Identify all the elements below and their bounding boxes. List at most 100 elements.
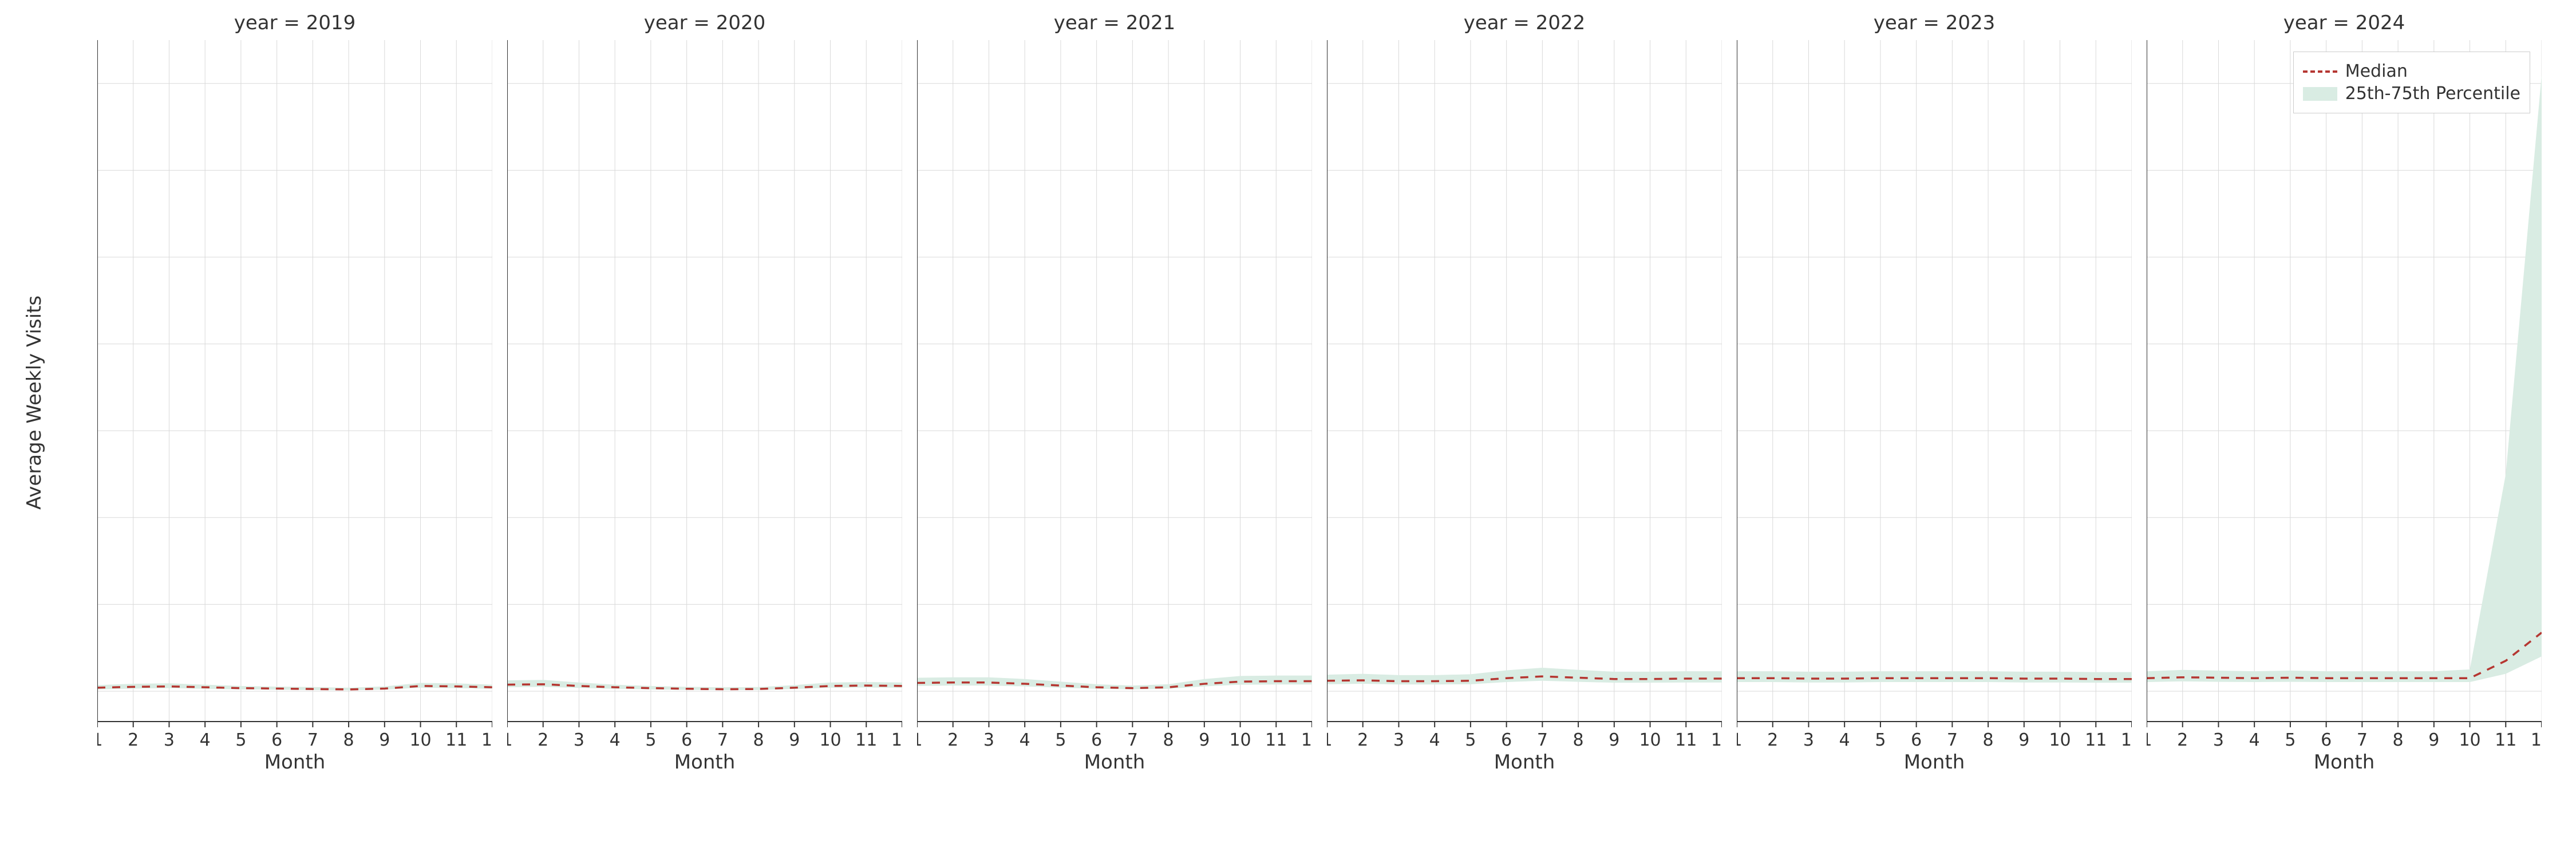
x-axis-label: Month <box>2314 751 2375 773</box>
x-tick-label: 8 <box>343 730 354 750</box>
x-tick-label: 8 <box>753 730 764 750</box>
x-tick-label: 9 <box>1609 730 1619 750</box>
x-tick-label: 3 <box>1393 730 1404 750</box>
x-tick-label: 7 <box>1947 730 1958 750</box>
x-axis-label: Month <box>1494 751 1555 773</box>
panel-svg: 123456789101112Month02000400060008000100… <box>97 40 492 773</box>
panel-title: year = 2019 <box>97 11 492 34</box>
x-tick-label: 2 <box>1767 730 1778 750</box>
x-axis-label: Month <box>1084 751 1145 773</box>
x-tick-label: 12 <box>2121 730 2132 750</box>
x-tick-label: 2 <box>538 730 548 750</box>
panel-svg: 123456789101112Month <box>1737 40 2132 773</box>
panel-svg: 123456789101112Month <box>917 40 1312 773</box>
x-tick-label: 11 <box>2085 730 2107 750</box>
x-tick-label: 12 <box>481 730 492 750</box>
x-tick-label: 6 <box>1911 730 1922 750</box>
x-tick-label: 5 <box>235 730 246 750</box>
x-tick-label: 4 <box>1020 730 1030 750</box>
panel-1: year = 2020123456789101112Month <box>507 40 902 773</box>
x-tick-label: 10 <box>2459 730 2480 750</box>
panel-svg: 123456789101112Month <box>2147 40 2542 773</box>
x-axis-label: Month <box>264 751 326 773</box>
panel-title: year = 2024 <box>2147 11 2542 34</box>
x-tick-label: 8 <box>1983 730 1994 750</box>
x-tick-label: 1 <box>97 730 103 750</box>
x-tick-label: 3 <box>1803 730 1814 750</box>
x-tick-label: 5 <box>1055 730 1066 750</box>
x-tick-label: 5 <box>1465 730 1476 750</box>
x-tick-label: 8 <box>1573 730 1584 750</box>
x-tick-label: 1 <box>1737 730 1743 750</box>
legend-entry: 25th-75th Percentile <box>2303 84 2520 104</box>
x-tick-label: 9 <box>789 730 800 750</box>
panel-title: year = 2023 <box>1737 11 2132 34</box>
x-tick-label: 11 <box>445 730 467 750</box>
x-tick-label: 11 <box>2495 730 2516 750</box>
x-tick-label: 4 <box>1839 730 1850 750</box>
x-tick-label: 9 <box>2428 730 2439 750</box>
x-tick-label: 10 <box>2049 730 2071 750</box>
x-tick-label: 10 <box>819 730 841 750</box>
x-tick-label: 2 <box>128 730 139 750</box>
y-axis-label: Average Weekly Visits <box>23 295 46 510</box>
x-tick-label: 1 <box>917 730 923 750</box>
x-tick-label: 8 <box>1163 730 1174 750</box>
panel-title: year = 2020 <box>507 11 902 34</box>
x-tick-label: 7 <box>2357 730 2368 750</box>
x-tick-label: 7 <box>307 730 318 750</box>
percentile-band <box>1737 671 2132 683</box>
x-tick-label: 3 <box>164 730 175 750</box>
panel-5: year = 2024Median25th-75th Percentile123… <box>2147 40 2542 773</box>
legend: Median 25th-75th Percentile <box>2293 52 2530 113</box>
panel-svg: 123456789101112Month <box>507 40 902 773</box>
x-tick-label: 6 <box>1501 730 1512 750</box>
x-tick-label: 6 <box>681 730 692 750</box>
legend-line-icon <box>2303 65 2337 78</box>
x-axis-label: Month <box>674 751 736 773</box>
panel-0: year = 2019123456789101112Month020004000… <box>97 40 492 773</box>
percentile-band <box>1327 668 1722 684</box>
x-tick-label: 9 <box>1199 730 1210 750</box>
percentile-band <box>2147 75 2542 682</box>
x-tick-label: 12 <box>2531 730 2542 750</box>
x-tick-label: 9 <box>379 730 390 750</box>
x-tick-label: 6 <box>271 730 282 750</box>
x-tick-label: 4 <box>200 730 211 750</box>
panel-title: year = 2021 <box>917 11 1312 34</box>
x-tick-label: 1 <box>1327 730 1333 750</box>
legend-entry: Median <box>2303 61 2520 81</box>
x-tick-label: 12 <box>891 730 902 750</box>
legend-band-icon <box>2303 87 2337 101</box>
panel-3: year = 2022123456789101112Month <box>1327 40 1722 773</box>
x-tick-label: 5 <box>645 730 656 750</box>
x-tick-label: 11 <box>1675 730 1697 750</box>
x-tick-label: 2 <box>947 730 958 750</box>
x-tick-label: 4 <box>2249 730 2260 750</box>
x-tick-label: 2 <box>1357 730 1368 750</box>
x-tick-label: 1 <box>2147 730 2152 750</box>
x-tick-label: 6 <box>1091 730 1102 750</box>
x-tick-label: 7 <box>717 730 728 750</box>
x-tick-label: 11 <box>1265 730 1287 750</box>
panel-svg: 123456789101112Month <box>1327 40 1722 773</box>
x-tick-label: 3 <box>2213 730 2224 750</box>
panel-title: year = 2022 <box>1327 11 1722 34</box>
x-tick-label: 10 <box>409 730 431 750</box>
x-tick-label: 7 <box>1127 730 1138 750</box>
x-tick-label: 3 <box>574 730 584 750</box>
legend-label: Median <box>2345 61 2408 81</box>
panel-4: year = 2023123456789101112Month <box>1737 40 2132 773</box>
x-tick-label: 10 <box>1229 730 1251 750</box>
x-tick-label: 10 <box>1639 730 1661 750</box>
x-tick-label: 4 <box>610 730 621 750</box>
x-tick-label: 3 <box>983 730 994 750</box>
x-tick-label: 6 <box>2321 730 2332 750</box>
x-tick-label: 11 <box>855 730 877 750</box>
x-tick-label: 4 <box>1429 730 1440 750</box>
x-tick-label: 2 <box>2177 730 2188 750</box>
figure: Average Weekly Visits year = 20191234567… <box>0 0 2576 859</box>
x-tick-label: 12 <box>1301 730 1312 750</box>
x-tick-label: 5 <box>1875 730 1886 750</box>
legend-label: 25th-75th Percentile <box>2345 84 2520 104</box>
